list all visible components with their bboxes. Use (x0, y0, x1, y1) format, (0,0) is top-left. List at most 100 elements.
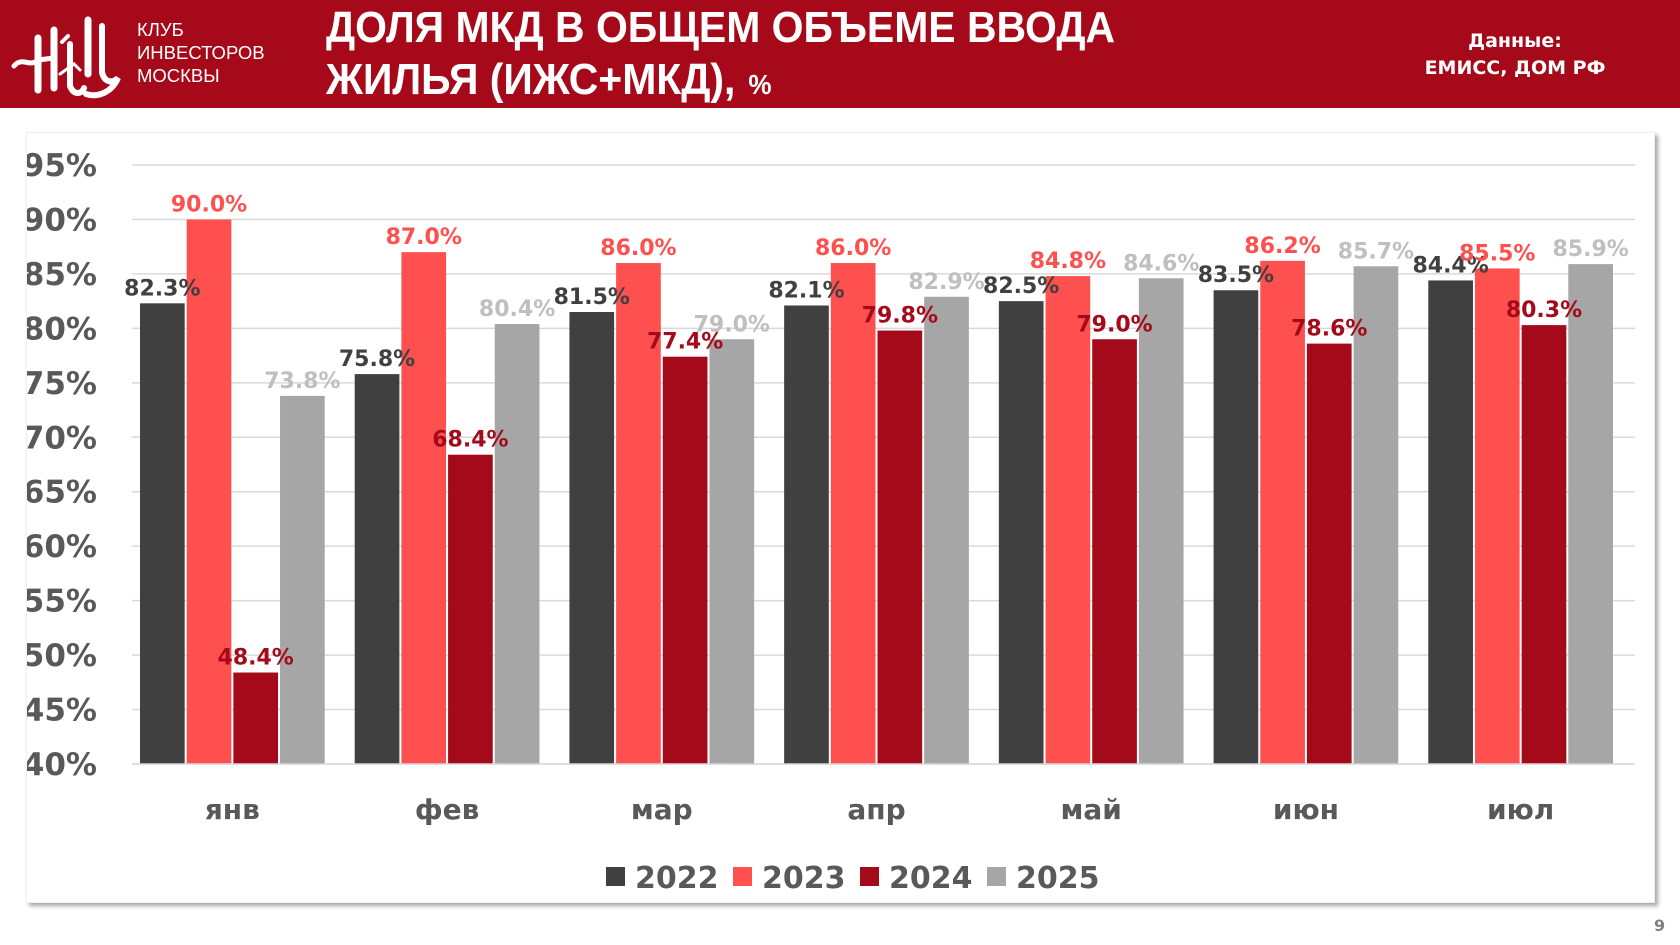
club-name: КЛУБ ИНВЕСТОРОВ МОСКВЫ (137, 18, 265, 87)
data-label-2022: 84.4% (1412, 253, 1488, 278)
legend-label-2024: 2024 (889, 861, 973, 896)
bar-2023 (401, 252, 447, 765)
bar-2022 (1213, 290, 1259, 764)
data-labels: 82.3% 90.0% 48.4% 73.8%75.8% 87.0% 68.4% 80.4%… (124, 192, 1629, 670)
legend-label-2023: 2023 (762, 861, 846, 896)
bar-2025 (924, 296, 969, 764)
data-label-2025: 79.0% (694, 312, 770, 337)
x-tick-label: апр (847, 793, 905, 826)
bar-2023 (830, 263, 876, 764)
y-tick-label: 80% (27, 311, 97, 347)
bar-2024 (662, 356, 708, 764)
data-label-2022: 75.8% (339, 347, 415, 372)
data-label-2024: 68.4% (432, 428, 508, 453)
bar-2025 (1138, 278, 1184, 764)
page-number: 9 (1654, 916, 1666, 935)
x-tick-label: янв (205, 793, 260, 826)
bar-2025 (1353, 266, 1399, 764)
data-label-2025: 73.8% (264, 369, 340, 394)
data-source: Данные: ЕМИСС, ДОМ РФ (1390, 28, 1640, 82)
bar-2022 (140, 303, 185, 764)
data-label-2025: 85.7% (1338, 239, 1414, 264)
bar-2024 (448, 454, 493, 764)
bar-2024 (1306, 343, 1352, 764)
slide-title: ДОЛЯ МКД В ОБЩЕМ ОБЪЕМЕ ВВОДА ЖИЛЬЯ (ИЖС… (326, 2, 1115, 111)
data-label-2022: 82.1% (768, 278, 844, 303)
y-tick-label: 40% (27, 747, 97, 783)
y-tick-label: 95% (27, 148, 97, 184)
club-name-line: КЛУБ (137, 19, 184, 40)
data-label-2024: 80.3% (1506, 298, 1582, 323)
data-label-2023: 90.0% (171, 192, 247, 217)
bar-2024 (1521, 325, 1567, 764)
title-line-1: ДОЛЯ МКД В ОБЩЕМ ОБЪЕМЕ ВВОДА (326, 3, 1116, 52)
x-tick-label: июн (1273, 793, 1339, 826)
data-label-2023: 85.5% (1459, 241, 1535, 266)
data-label-2022: 83.5% (1198, 263, 1274, 288)
y-tick-label: 85% (27, 257, 97, 293)
club-name-line: ИНВЕСТОРОВ (137, 42, 265, 63)
y-tick-label: 65% (27, 475, 97, 511)
data-label-2023: 87.0% (386, 225, 462, 250)
chart-panel: 40% 45% 50% 55% 60% 65% 70% 75% 80% 85% 90% 95% 82.… (26, 132, 1655, 903)
y-tick-label: 60% (27, 529, 97, 565)
title-unit: % (748, 69, 772, 100)
data-label-2024: 78.6% (1291, 317, 1367, 342)
data-label-2023: 86.0% (600, 236, 676, 261)
bars (140, 219, 1613, 765)
x-tick-label: мар (631, 793, 693, 826)
title-line-2: ЖИЛЬЯ (ИЖС+МКД), (326, 55, 736, 104)
legend: 2022 2023 2024 2025 (606, 861, 1100, 896)
data-label-2023: 86.0% (815, 236, 891, 261)
y-tick-label: 55% (27, 584, 97, 620)
bar-chart: 40% 45% 50% 55% 60% 65% 70% 75% 80% 85% 90% 95% 82.… (27, 148, 1635, 896)
y-axis: 40% 45% 50% 55% 60% 65% 70% 75% 80% 85% 90% 95% (27, 148, 97, 783)
data-label-2024: 79.0% (1076, 312, 1152, 337)
bar-2025 (1568, 264, 1613, 764)
bar-2024 (1092, 339, 1137, 764)
x-tick-label: май (1061, 793, 1122, 826)
legend-swatch-2023 (733, 867, 752, 886)
source-label: Данные: (1468, 30, 1562, 52)
bar-2022 (784, 305, 829, 764)
bar-2025 (280, 395, 325, 764)
legend-swatch-2025 (987, 867, 1006, 886)
legend-swatch-2024 (860, 867, 879, 886)
data-label-2025: 80.4% (479, 297, 555, 322)
bar-2024 (233, 672, 279, 764)
bar-2025 (709, 339, 755, 764)
data-label-2024: 48.4% (218, 646, 294, 671)
data-label-2023: 84.8% (1030, 249, 1106, 274)
slide-header: КЛУБ ИНВЕСТОРОВ МОСКВЫ ДОЛЯ МКД В ОБЩЕМ … (0, 0, 1680, 108)
y-tick-label: 90% (27, 202, 97, 238)
data-label-2025: 84.6% (1123, 251, 1199, 276)
y-tick-label: 70% (27, 420, 97, 456)
x-tick-label: фев (415, 793, 480, 826)
data-label-2023: 86.2% (1244, 234, 1320, 259)
bar-2023 (1474, 268, 1520, 764)
data-label-2024: 77.4% (647, 330, 723, 355)
x-tick-label: июл (1487, 793, 1554, 826)
bar-2022 (1428, 280, 1473, 764)
bar-2022 (569, 312, 615, 764)
y-tick-label: 75% (27, 366, 97, 402)
bar-2022 (354, 374, 400, 764)
data-label-2022: 82.3% (124, 276, 200, 301)
bar-2023 (186, 219, 232, 765)
data-label-2022: 81.5% (554, 285, 630, 310)
data-label-2022: 82.5% (983, 274, 1059, 299)
source-value: ЕМИСС, ДОМ РФ (1424, 57, 1606, 79)
legend-label-2025: 2025 (1016, 861, 1100, 896)
y-tick-label: 45% (27, 693, 97, 729)
bar-2023 (616, 263, 661, 764)
y-tick-label: 50% (27, 638, 97, 674)
bar-2023 (1260, 260, 1305, 764)
data-label-2025: 82.9% (908, 270, 984, 295)
legend-label-2022: 2022 (635, 861, 719, 896)
data-label-2025: 85.9% (1552, 237, 1628, 262)
bar-2022 (998, 301, 1044, 764)
legend-swatch-2022 (606, 867, 625, 886)
club-name-line: МОСКВЫ (137, 65, 220, 86)
bar-2023 (1045, 276, 1091, 764)
bar-2024 (877, 330, 923, 764)
